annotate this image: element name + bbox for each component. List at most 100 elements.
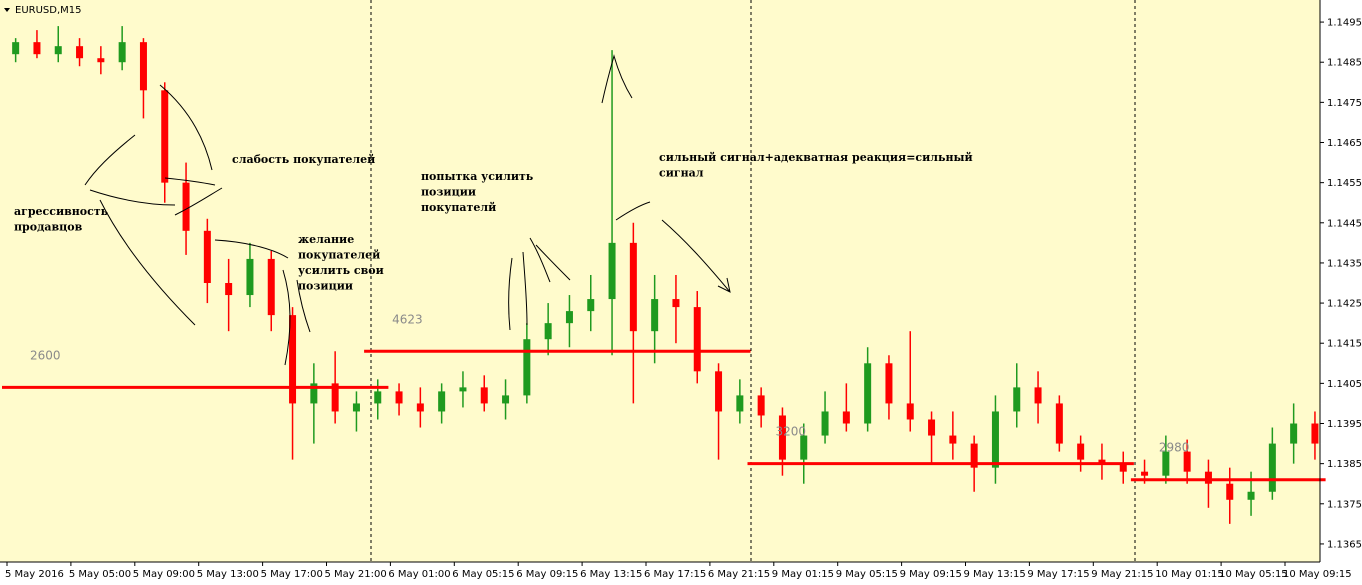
- x-tick-label: 6 May 13:15: [580, 569, 642, 580]
- y-tick-label: 1.1405: [1327, 379, 1362, 390]
- y-tick-label: 1.1385: [1327, 459, 1362, 470]
- x-tick-label: 9 May 13:15: [964, 569, 1026, 580]
- candle-body: [502, 395, 510, 404]
- x-tick-label: 10 May 05:15: [1219, 569, 1288, 580]
- stroke: [159, 84, 213, 171]
- x-tick-label: 5 May 2016: [5, 569, 64, 580]
- y-tick-label: 1.1465: [1327, 138, 1362, 149]
- candle-body: [949, 435, 957, 444]
- stroke: [529, 237, 551, 283]
- chart-title: EURUSD,M15: [15, 5, 81, 16]
- x-tick-label: 9 May 09:15: [900, 569, 962, 580]
- y-tick-label: 1.1445: [1327, 218, 1362, 229]
- candle-body: [906, 403, 914, 420]
- stroke: [522, 251, 528, 326]
- stroke: [174, 187, 223, 216]
- y-tick-label: 1.1475: [1327, 98, 1362, 109]
- annotation: покупателй: [421, 201, 496, 214]
- candle-body: [1290, 423, 1298, 444]
- stroke: [214, 239, 289, 259]
- x-tick-label: 5 May 21:00: [325, 569, 387, 580]
- candle-body: [1055, 403, 1063, 444]
- candle-body: [118, 42, 126, 63]
- level-label: 3200: [776, 425, 807, 439]
- candle-body: [1183, 451, 1191, 472]
- candle-body: [1247, 491, 1255, 500]
- candle-body: [203, 230, 211, 284]
- candle-body: [331, 383, 339, 412]
- candle-body: [1311, 423, 1319, 444]
- candle-body: [970, 443, 978, 468]
- stroke: [84, 134, 136, 186]
- stroke: [282, 269, 291, 366]
- x-tick-label: 6 May 21:15: [708, 569, 770, 580]
- candle-body: [1119, 463, 1127, 472]
- stroke: [508, 257, 513, 331]
- annotation: позиции: [421, 186, 476, 199]
- stroke: [89, 189, 176, 206]
- x-tick-label: 9 May 05:15: [836, 569, 898, 580]
- annotation: попытка усилить: [421, 170, 534, 183]
- y-tick-label: 1.1435: [1327, 258, 1362, 269]
- hand-drawings: [84, 54, 731, 366]
- x-tick-label: 6 May 05:15: [452, 569, 514, 580]
- arrow: [661, 219, 731, 293]
- stroke: [164, 177, 216, 186]
- marks: 2600 4623 3200 2980: [2, 26, 1326, 524]
- candle-body: [76, 46, 84, 59]
- x-tick-label: 9 May 17:15: [1027, 569, 1089, 580]
- candle-body: [544, 323, 552, 340]
- candle-body: [97, 58, 105, 63]
- x-tick-label: 9 May 01:15: [772, 569, 834, 580]
- candle-body: [587, 299, 595, 312]
- candle-body: [1204, 471, 1212, 484]
- candle-body: [928, 419, 936, 436]
- candle-body: [778, 415, 786, 460]
- x-tick-label: 10 May 09:15: [1283, 569, 1352, 580]
- candle-body: [821, 411, 829, 436]
- candle-body: [225, 283, 233, 296]
- candle-body: [352, 403, 360, 412]
- candle-body: [842, 411, 850, 424]
- y-tick-label: 1.1485: [1327, 58, 1362, 69]
- candle-body: [289, 315, 297, 404]
- candle-body: [715, 371, 723, 412]
- candle-body: [438, 391, 446, 412]
- candle-body: [800, 435, 808, 460]
- candle-body: [267, 258, 275, 316]
- x-tick-label: 6 May 09:15: [516, 569, 578, 580]
- x-tick-label: 5 May 17:00: [261, 569, 323, 580]
- level-label: 2980: [1159, 441, 1190, 455]
- candle-body: [736, 395, 744, 412]
- candle-body: [672, 299, 680, 308]
- menu-icon[interactable]: [4, 8, 10, 12]
- candle-body: [864, 363, 872, 424]
- candle-body: [33, 42, 41, 55]
- x-tick-label: 5 May 05:00: [69, 569, 131, 580]
- y-tick-label: 1.1455: [1327, 178, 1362, 189]
- candle-body: [757, 395, 765, 416]
- y-tick-label: 1.1425: [1327, 299, 1362, 310]
- y-tick-label: 1.1415: [1327, 339, 1362, 350]
- annotation: позиции: [298, 280, 353, 293]
- y-tick-label: 1.1375: [1327, 499, 1362, 510]
- candle-body: [12, 42, 20, 55]
- plot-area: [0, 0, 1320, 562]
- y-tick-label: 1.1495: [1327, 18, 1362, 29]
- stroke: [99, 199, 196, 326]
- annotation: покупателей: [298, 249, 380, 262]
- candle-body: [310, 383, 318, 404]
- stroke: [296, 279, 311, 333]
- candle-body: [1098, 459, 1106, 464]
- candle-body: [991, 411, 999, 468]
- candle-body: [1013, 387, 1021, 412]
- arrow: [601, 54, 633, 104]
- candle-body: [1077, 443, 1085, 460]
- candle-body: [651, 299, 659, 332]
- stroke: [535, 244, 571, 281]
- candle-body: [395, 391, 403, 404]
- y-tick-label: 1.1395: [1327, 419, 1362, 430]
- candle-body: [480, 387, 488, 404]
- x-tick-label: 6 May 17:15: [644, 569, 706, 580]
- candle-body: [374, 391, 382, 404]
